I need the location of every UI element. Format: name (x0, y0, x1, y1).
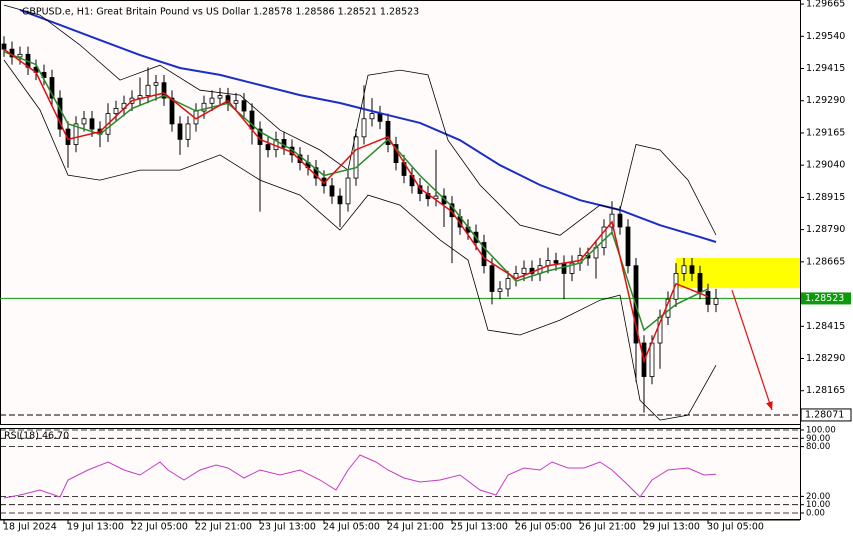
candle-body (617, 213, 623, 228)
indicator-line (3, 4, 717, 236)
x-tick-label: 22 Jul 21:00 (195, 522, 252, 533)
candle-body (353, 136, 359, 179)
candle-body (153, 82, 159, 86)
price-panel (0, 0, 801, 425)
x-tick-label: 23 Jul 13:00 (259, 522, 316, 533)
y-tick-label: 1.28665 (806, 256, 845, 267)
indicator-line (3, 48, 709, 364)
candle-body (369, 113, 375, 120)
candle-body (553, 260, 559, 264)
candle-body (625, 226, 631, 267)
y-tick-label: 1.28165 (806, 385, 845, 396)
candle-body (161, 82, 167, 99)
candle-body (377, 113, 383, 122)
last-price-label: 1.28523 (805, 293, 844, 304)
last-price-box (801, 292, 851, 305)
candle-body (673, 273, 679, 300)
candle-body (113, 108, 119, 115)
y-tick-label: 1.28290 (806, 353, 845, 364)
candle-body (697, 273, 703, 292)
y-tick-label: 1.29415 (806, 63, 845, 74)
candle-body (681, 265, 687, 274)
candle-body (713, 298, 719, 305)
candle-body (17, 53, 23, 58)
y-tick-label: 1.28790 (806, 224, 845, 235)
rsi-panel (0, 428, 801, 520)
candle-body (521, 267, 527, 274)
y-tick-label: 0.00 (806, 509, 825, 519)
candle-body (81, 118, 87, 125)
candle-body (145, 84, 151, 96)
candle-body (345, 177, 351, 205)
x-tick-label: 24 Jul 21:00 (387, 522, 444, 533)
candle-body (241, 100, 247, 112)
candle-body (201, 102, 207, 112)
candle-body (233, 100, 239, 104)
x-tick-label: 30 Jul 05:00 (707, 522, 764, 533)
y-tick-label: 10.00 (806, 500, 830, 510)
candle-body (497, 288, 503, 292)
candle-body (265, 144, 271, 151)
candle-body (489, 265, 495, 292)
x-tick-label: 25 Jul 13:00 (451, 522, 508, 533)
y-tick-label: 1.29165 (806, 127, 845, 138)
arrow-line (731, 289, 773, 411)
candle-body (505, 278, 511, 290)
candle-body (49, 77, 55, 99)
rsi-title: RSI(18) 46.70 (4, 431, 69, 442)
x-tick-label: 19 Jul 13:00 (67, 522, 124, 533)
y-tick-label: 1.28415 (806, 321, 845, 332)
y-tick-label: 1.28915 (806, 192, 845, 203)
candle-body (1, 43, 7, 50)
rsi-line (3, 454, 717, 499)
y-tick-label: 100.00 (806, 426, 836, 436)
candle-body (569, 262, 575, 274)
candle-body (177, 123, 183, 140)
y-tick-label: 1.29040 (806, 160, 845, 171)
x-tick-label: 26 Jul 05:00 (515, 522, 572, 533)
candle-body (361, 118, 367, 138)
x-tick-label: 26 Jul 21:00 (579, 522, 636, 533)
zone (676, 257, 800, 289)
x-tick-label: 18 Jul 2024 (3, 522, 57, 533)
indicator-line (3, 59, 717, 421)
level-label: 1.28071 (805, 409, 844, 420)
arrow-head (766, 401, 773, 411)
candle-body (689, 265, 695, 274)
x-tick-label: 22 Jul 05:00 (131, 522, 188, 533)
candle-body (433, 195, 439, 200)
candle-body (561, 262, 567, 274)
candle-body (169, 97, 175, 125)
candle-body (609, 213, 615, 228)
candle-body (337, 195, 343, 205)
candle-body (217, 95, 223, 99)
y-tick-label: 1.29665 (806, 0, 845, 10)
candle-body (705, 291, 711, 305)
candle-body (89, 118, 95, 130)
candle-body (385, 120, 391, 145)
x-tick-label: 24 Jul 05:00 (323, 522, 380, 533)
y-tick-label: 20.00 (806, 492, 830, 502)
chart-title: GBPUSD.e, H1: Great Britain Pound vs US … (22, 7, 419, 18)
y-tick-label: 90.00 (806, 434, 830, 444)
candle-body (329, 185, 335, 197)
y-tick-label: 1.29540 (806, 31, 845, 42)
y-tick-label: 80.00 (806, 442, 830, 452)
candle-body (185, 123, 191, 140)
candle-body (649, 342, 655, 377)
y-tick-label: 1.29290 (806, 95, 845, 106)
candle-body (209, 97, 215, 104)
indicator-line (3, 51, 709, 332)
x-tick-label: 29 Jul 13:00 (643, 522, 700, 533)
candle-body (73, 123, 79, 145)
